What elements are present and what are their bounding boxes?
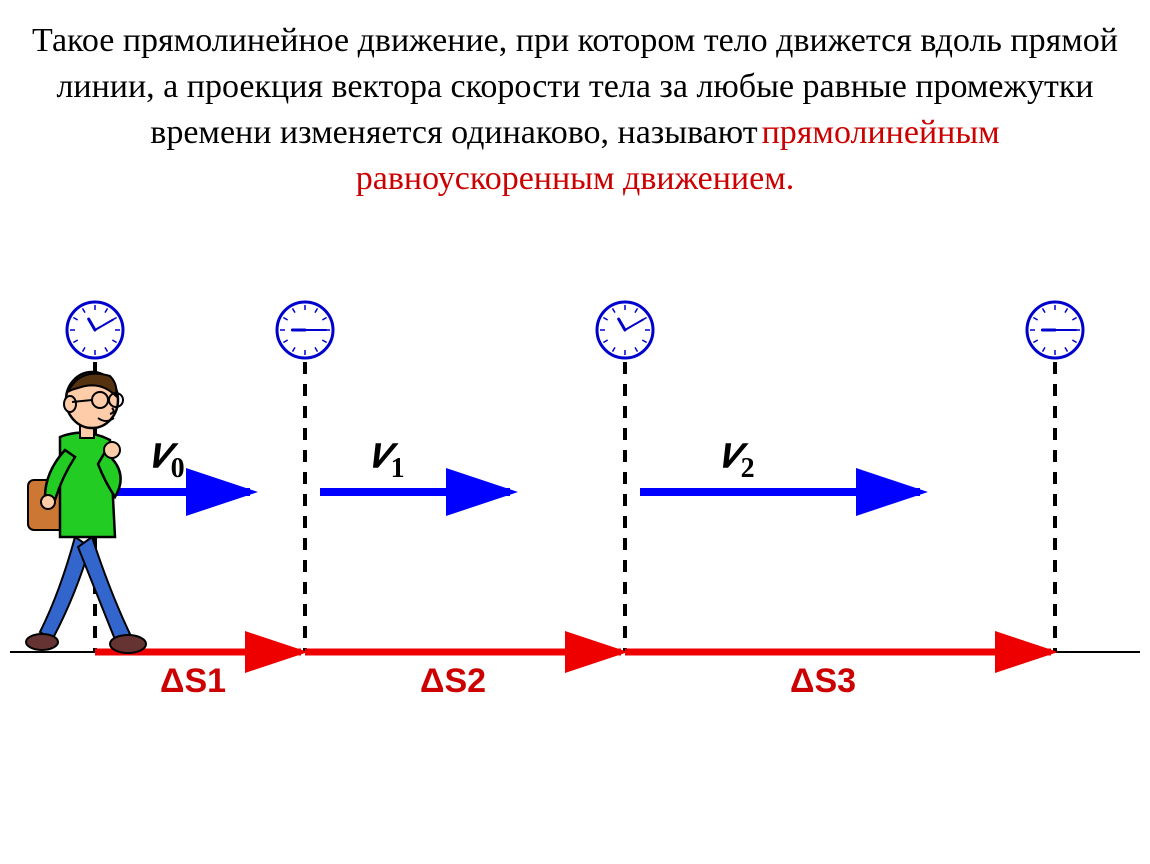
motion-diagram: 𝑣0 𝑣1 𝑣2 ΔS1 ΔS2 ΔS3 [0,272,1150,712]
velocity-label-0: 𝑣0 [150,427,185,485]
diagram-svg [0,272,1150,712]
person-icon [26,372,146,653]
segment-label-0: ΔS1 [160,662,226,701]
definition-text: Такое прямолинейное движение, при которо… [0,0,1150,202]
velocity-label-2: 𝑣2 [720,427,755,485]
segment-label-2: ΔS3 [790,662,856,701]
segment-label-1: ΔS2 [420,662,486,701]
clock-icon-3 [1027,302,1083,358]
clock-icon-1 [277,302,333,358]
clock-icon-0 [67,302,123,358]
velocity-label-1: 𝑣1 [370,427,405,485]
clock-icon-2 [597,302,653,358]
